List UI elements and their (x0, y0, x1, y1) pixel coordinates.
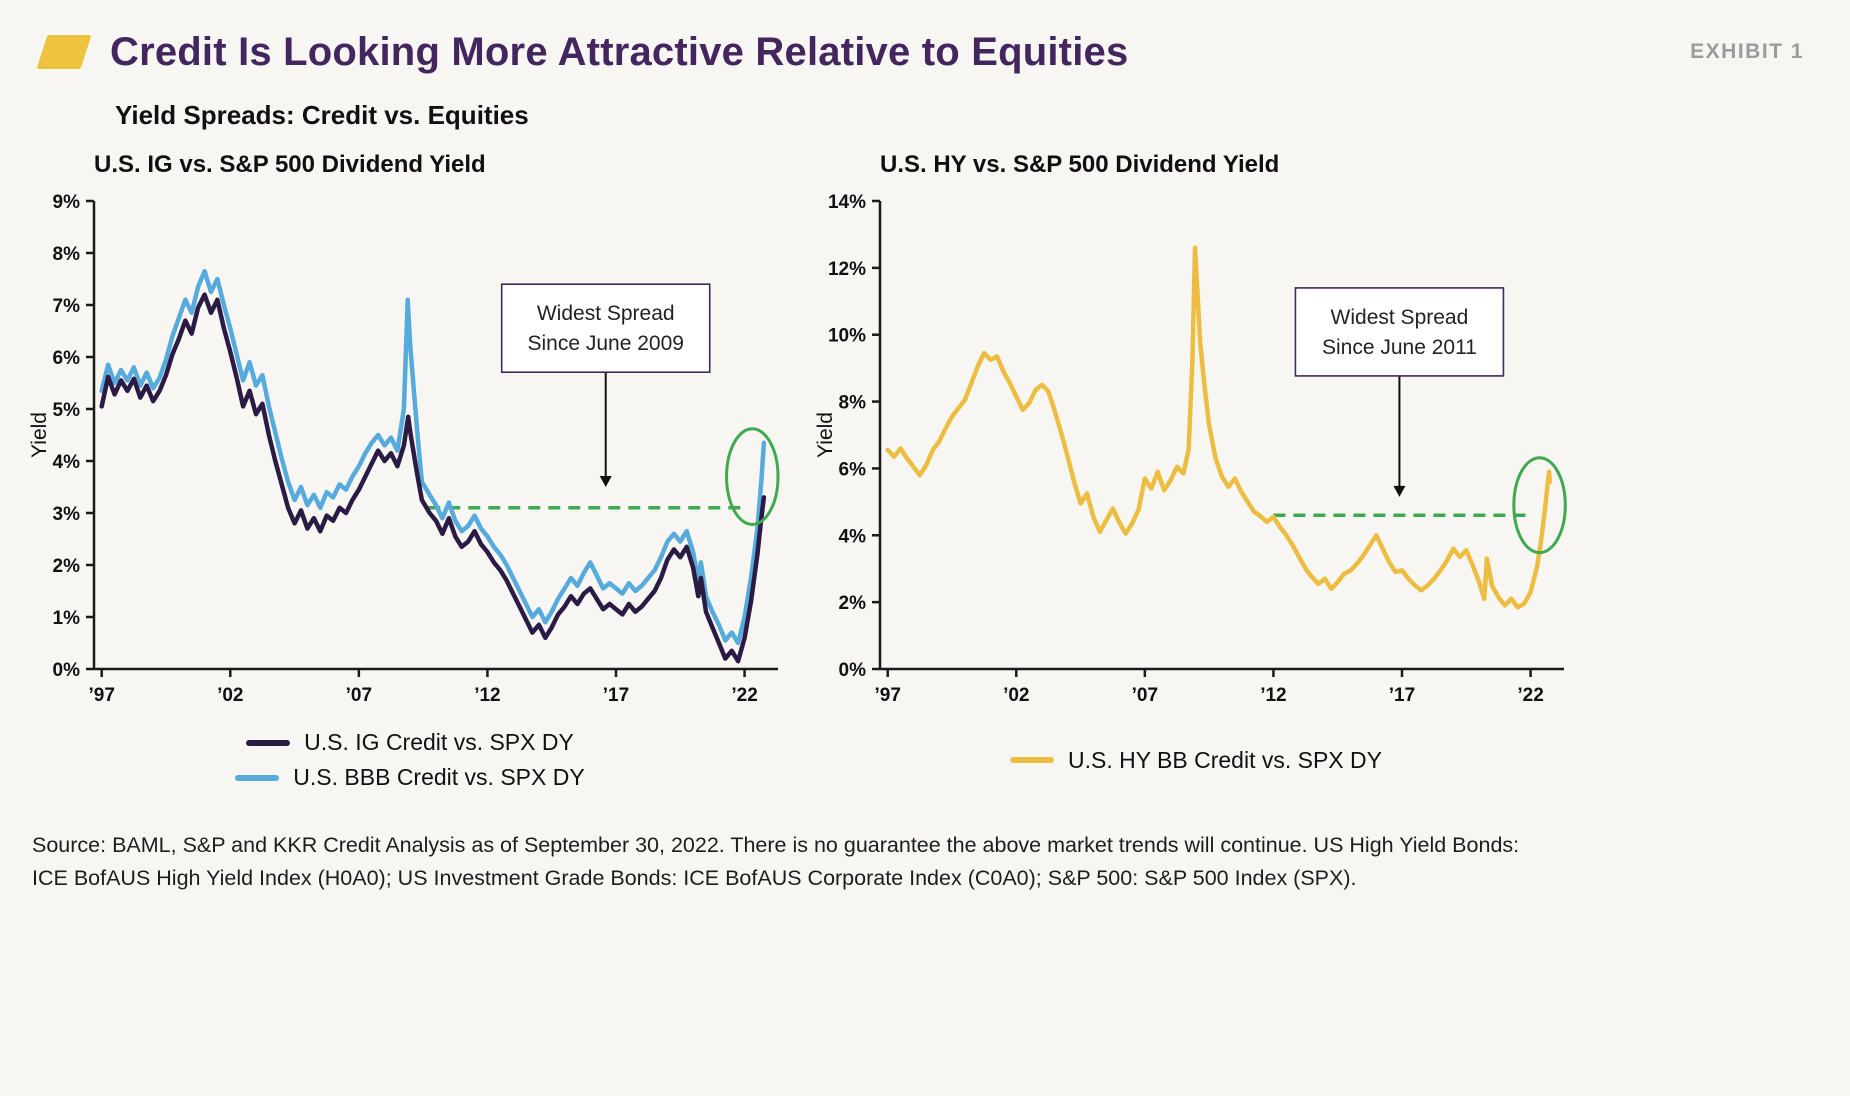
legend-label-hy: U.S. HY BB Credit vs. SPX DY (1067, 746, 1382, 773)
y-tick-label: 6% (839, 459, 867, 480)
x-tick-label: ’22 (731, 685, 757, 706)
annotation-arrowhead (1393, 485, 1406, 497)
x-tick-label: ’22 (1517, 685, 1543, 706)
page-header: Credit Is Looking More Attractive Relati… (0, 0, 1850, 74)
legend-label-ig: U.S. IG Credit vs. SPX DY (304, 729, 574, 755)
x-tick-label: ’97 (875, 685, 901, 706)
y-tick-label: 0% (839, 660, 867, 681)
source-line-1: Source: BAML, S&P and KKR Credit Analysi… (32, 833, 1520, 857)
legend-label-bbb: U.S. BBB Credit vs. SPX DY (293, 764, 585, 790)
hy-chart-plot: 0% 2% 4% 6% 8% 10% 12% 14% ’97 ’02 ’07 ’12 ’17 ’22 Yie… (816, 192, 1567, 706)
y-tick-label: 2% (839, 593, 867, 614)
chart-title-hy: U.S. HY vs. S&P 500 Dividend Yield (880, 151, 1280, 178)
highlight-ellipse (1512, 456, 1567, 555)
x-tick-label: ’12 (474, 685, 500, 706)
y-axis-title: Yield (816, 412, 837, 458)
y-tick-label: 14% (828, 192, 866, 213)
annotation-box (500, 283, 711, 373)
y-tick-label: 1% (53, 608, 81, 629)
series-line (99, 268, 767, 646)
source-line-2: ICE BofAUS High Yield Index (H0A0); US I… (32, 866, 1357, 891)
page-title: Credit Is Looking More Attractive Relati… (110, 30, 1129, 74)
y-axis-title: Yield (30, 412, 51, 458)
y-tick-label: 8% (53, 244, 81, 265)
legend-swatch-hy (1009, 757, 1054, 763)
y-tick-label: 10% (828, 326, 866, 347)
y-tick-label: 9% (53, 192, 81, 213)
chart-ig-vs-spx: U.S. IG vs. S&P 500 Dividend Yield 0% 1% 2… (30, 151, 790, 799)
x-tick-label: ’02 (217, 685, 243, 706)
legend-item-bbb: U.S. BBB Credit vs. SPX DY (235, 764, 585, 791)
series-line (99, 292, 767, 664)
annotation-text: Since June 2011 (1322, 336, 1477, 359)
x-tick-label: ’02 (1003, 685, 1029, 706)
y-tick-label: 4% (839, 526, 867, 547)
source-note: Source: BAML, S&P and KKR Credit Analysi… (32, 829, 1804, 896)
y-tick-label: 6% (53, 348, 81, 369)
x-tick-label: ’17 (1389, 685, 1415, 706)
annotation-text: Since June 2009 (527, 332, 683, 355)
x-tick-label: ’07 (1132, 685, 1158, 706)
x-tick-label: ’07 (346, 685, 372, 706)
legend-item-ig: U.S. IG Credit vs. SPX DY (246, 729, 574, 756)
chart-hy-vs-spx: U.S. HY vs. S&P 500 Dividend Yield 0% 2% 4… (816, 151, 1576, 799)
chart-title-ig: U.S. IG vs. S&P 500 Dividend Yield (94, 151, 486, 178)
y-tick-label: 5% (53, 400, 81, 421)
annotation-text: Widest Spread (1331, 306, 1469, 329)
y-tick-label: 2% (53, 556, 81, 577)
y-tick-label: 12% (828, 259, 866, 280)
annotation-text: Widest Spread (537, 302, 675, 325)
series-line (885, 245, 1553, 610)
x-tick-label: ’12 (1260, 685, 1286, 706)
highlight-ellipse (725, 427, 780, 526)
legend-item-hy: U.S. HY BB Credit vs. SPX DY (1009, 746, 1382, 774)
ig-chart-plot: 0% 1% 2% 3% 4% 5% 6% 7% 8% 9% ’97 ’02 ’07 ’12 ’17 ’22 Yi… (30, 192, 780, 706)
legend-ig: U.S. IG Credit vs. SPX DY U.S. BBB Credi… (30, 721, 790, 799)
brand-parallelogram-icon (36, 35, 92, 69)
exhibit-label: EXHIBIT 1 (1690, 40, 1804, 63)
annotation-callout: Widest Spread Since June 2011 (1294, 287, 1505, 497)
y-tick-label: 7% (53, 296, 81, 317)
y-tick-label: 4% (53, 452, 81, 473)
y-tick-label: 8% (839, 393, 867, 414)
section-title: Yield Spreads: Credit vs. Equities (115, 100, 529, 130)
legend-hy: U.S. HY BB Credit vs. SPX DY (816, 721, 1576, 799)
annotation-callout: Widest Spread Since June 2009 (500, 283, 711, 487)
legend-swatch-bbb (235, 774, 280, 781)
y-tick-label: 3% (53, 504, 81, 525)
legend-swatch-ig (246, 739, 291, 746)
y-tick-label: 0% (53, 660, 81, 681)
charts-row: U.S. IG vs. S&P 500 Dividend Yield 0% 1% 2… (30, 151, 1850, 799)
annotation-arrowhead (599, 476, 612, 487)
annotation-box (1294, 287, 1505, 377)
x-tick-label: ’17 (603, 685, 629, 706)
x-tick-label: ’97 (89, 685, 115, 706)
